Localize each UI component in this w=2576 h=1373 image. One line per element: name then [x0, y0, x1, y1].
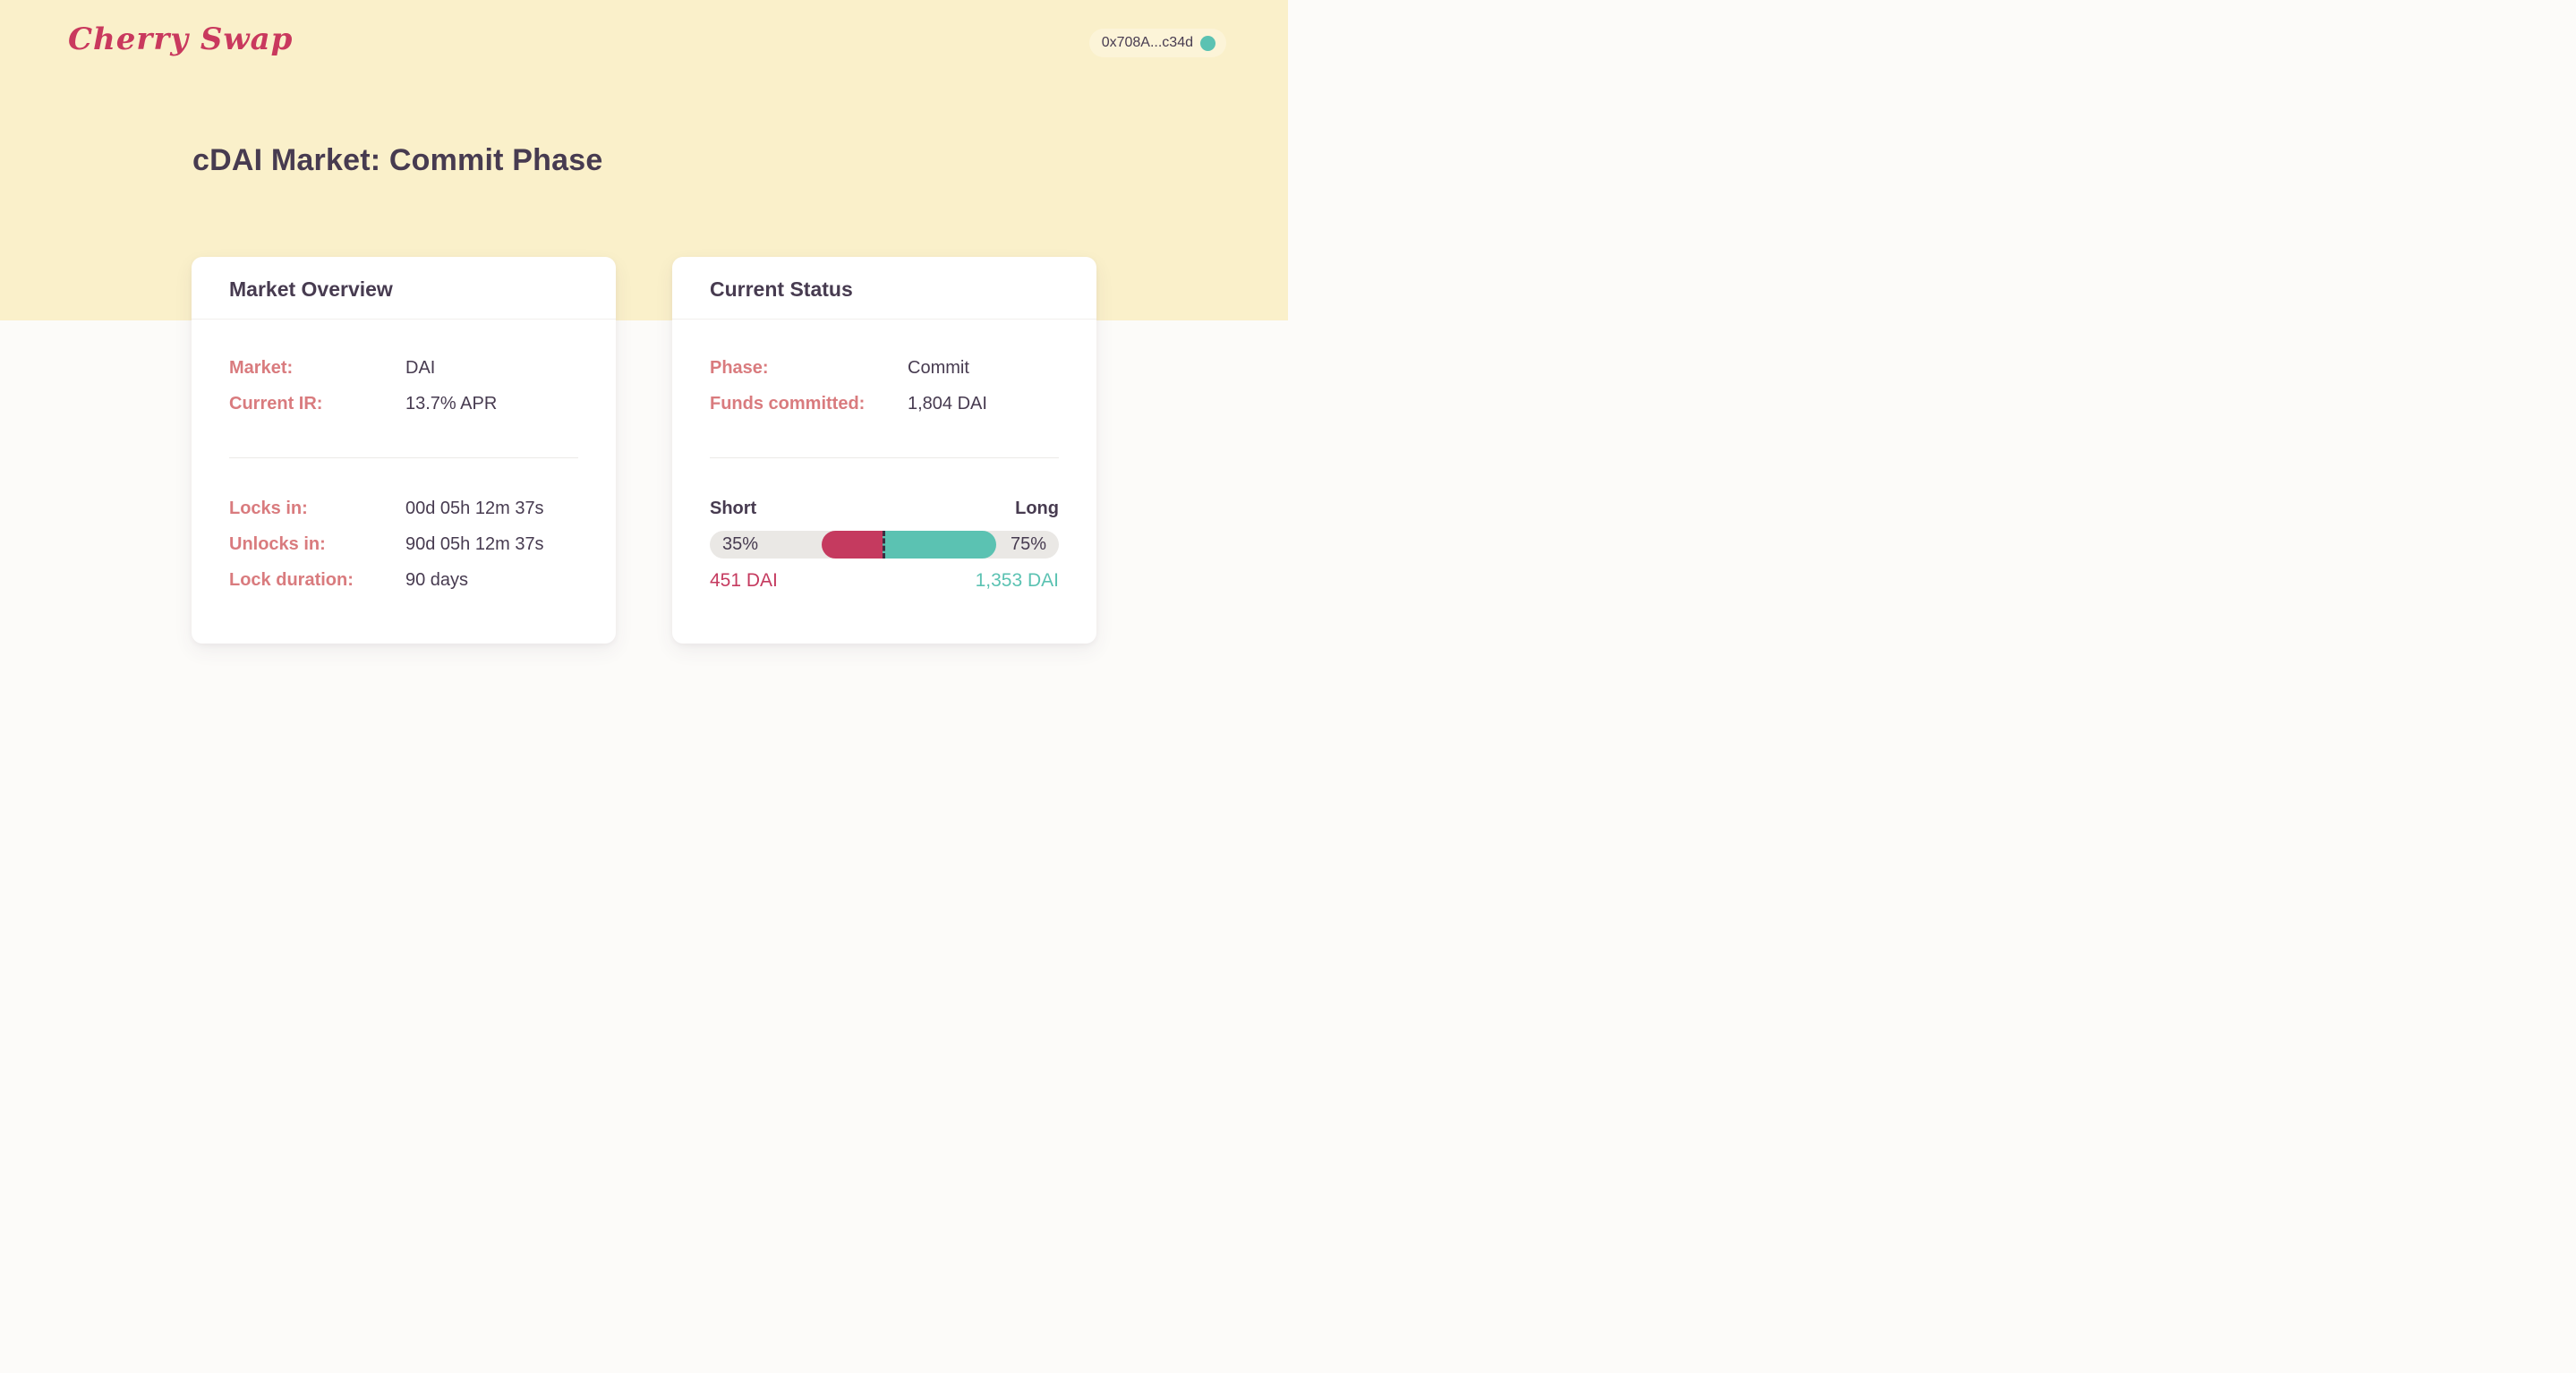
- lock-duration-row: Lock duration: 90 days: [229, 562, 578, 598]
- market-label: Market:: [229, 357, 294, 378]
- card-section-divider: [710, 457, 1059, 458]
- current-status-header: Current Status: [672, 257, 1096, 320]
- current-status-body: Phase: Commit Funds committed: 1,804 DAI…: [672, 320, 1096, 593]
- unlocks-in-value: 90d 05h 12m 37s: [405, 533, 544, 554]
- positions-divider: [883, 531, 886, 559]
- short-percent: 35%: [722, 534, 759, 554]
- brand-logo[interactable]: Cherry Swap: [68, 21, 294, 57]
- lock-duration-value: 90 days: [405, 569, 469, 590]
- long-amount: 1,353 DAI: [975, 570, 1059, 591]
- card-section-divider: [229, 457, 578, 458]
- funds-committed-label: Funds committed:: [710, 393, 866, 414]
- current-ir-value: 13.7% APR: [405, 393, 498, 414]
- lock-duration-label: Lock duration:: [229, 569, 354, 590]
- short-side-label: Short: [710, 498, 757, 518]
- short-segment: [821, 531, 883, 559]
- phase-value: Commit: [908, 357, 969, 378]
- positions-bar-track: 35% 75%: [710, 531, 1059, 559]
- unlocks-in-label: Unlocks in:: [229, 533, 326, 554]
- long-side-label: Long: [1015, 498, 1059, 518]
- long-percent: 75%: [1010, 534, 1046, 554]
- market-value: DAI: [405, 357, 436, 378]
- app-root: Cherry Swap 0x708A...c34d cDAI Market: C…: [0, 0, 1288, 686]
- short-amount: 451 DAI: [710, 570, 778, 591]
- market-overview-header: Market Overview: [192, 257, 616, 320]
- market-overview-body: Market: DAI Current IR: 13.7% APR Locks …: [192, 320, 616, 598]
- wallet-status-dot: [1200, 35, 1215, 51]
- market-row: Market: DAI: [229, 350, 578, 386]
- positions-header: Short Long: [710, 490, 1059, 526]
- page-title: cDAI Market: Commit Phase: [192, 143, 603, 177]
- current-status-card: Current Status Phase: Commit Funds commi…: [672, 257, 1096, 644]
- wallet-pill[interactable]: 0x708A...c34d: [1088, 29, 1226, 57]
- positions-amounts: 451 DAI 1,353 DAI: [710, 569, 1059, 593]
- long-segment: [883, 531, 996, 559]
- locks-in-label: Locks in:: [229, 498, 308, 518]
- locks-in-value: 00d 05h 12m 37s: [405, 498, 544, 518]
- current-status-title: Current Status: [710, 277, 853, 301]
- cards-row: Market Overview Market: DAI Current IR: …: [192, 257, 1096, 644]
- market-overview-title: Market Overview: [229, 277, 393, 301]
- wallet-address: 0x708A...c34d: [1101, 35, 1193, 50]
- unlocks-in-row: Unlocks in: 90d 05h 12m 37s: [229, 526, 578, 562]
- phase-row: Phase: Commit: [710, 350, 1059, 386]
- current-ir-label: Current IR:: [229, 393, 323, 414]
- funds-committed-value: 1,804 DAI: [908, 393, 987, 414]
- funds-committed-row: Funds committed: 1,804 DAI: [710, 386, 1059, 422]
- current-ir-row: Current IR: 13.7% APR: [229, 386, 578, 422]
- phase-label: Phase:: [710, 357, 769, 378]
- locks-in-row: Locks in: 00d 05h 12m 37s: [229, 490, 578, 526]
- market-overview-card: Market Overview Market: DAI Current IR: …: [192, 257, 616, 644]
